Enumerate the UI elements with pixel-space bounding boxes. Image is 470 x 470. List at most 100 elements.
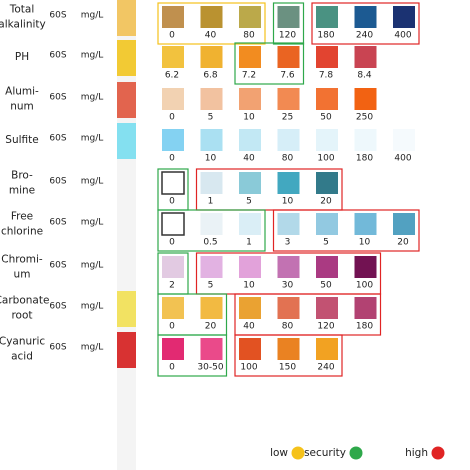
parameter-name: Carbonate <box>0 295 49 307</box>
level-group <box>234 334 343 377</box>
color-swatch <box>354 213 377 235</box>
parameter-name: root <box>11 310 32 322</box>
color-swatch <box>239 129 261 151</box>
swatch-label: 7.6 <box>280 71 295 81</box>
color-swatch <box>277 129 300 151</box>
unit: mg/L <box>81 343 104 353</box>
color-swatch <box>200 256 223 278</box>
color-swatch <box>277 46 300 68</box>
unit: mg/L <box>81 177 104 187</box>
color-swatch <box>239 172 261 194</box>
parameter-name: PH <box>15 51 29 63</box>
swatch-label: 6.8 <box>203 71 218 81</box>
color-swatch <box>200 46 223 68</box>
swatch-label: 10 <box>205 154 217 164</box>
color-swatch <box>316 256 338 278</box>
strip-pad <box>117 166 136 202</box>
color-swatch <box>161 171 185 195</box>
color-swatch <box>277 88 300 110</box>
swatch-label: 7.2 <box>242 71 256 81</box>
swatch-label: 150 <box>279 363 296 373</box>
swatch-label: 180 <box>356 154 373 164</box>
legend-dot <box>431 446 445 460</box>
swatch-label: 10 <box>243 113 255 123</box>
test-time: 60S <box>49 51 66 61</box>
color-swatch <box>277 172 300 194</box>
swatch-label: 50 <box>320 281 332 291</box>
strip-pad <box>117 250 136 286</box>
level-group <box>195 168 343 211</box>
color-swatch <box>162 297 184 319</box>
color-swatch <box>393 213 415 235</box>
color-swatch <box>393 6 415 28</box>
strip-pad <box>117 40 136 76</box>
parameter-name: Sulfite <box>5 134 38 146</box>
color-swatch <box>239 338 261 360</box>
parameter-name: Alumi- <box>5 86 39 98</box>
swatch-label: 5 <box>323 238 329 248</box>
unit: mg/L <box>81 302 104 312</box>
strip-pad <box>117 82 136 118</box>
swatch-label: 10 <box>282 197 294 207</box>
parameter-name: acid <box>11 351 33 363</box>
swatch-label: 20 <box>205 322 217 332</box>
unit: mg/L <box>81 11 104 21</box>
swatch-label: 0 <box>169 31 175 41</box>
color-swatch <box>200 129 223 151</box>
parameter-name: um <box>14 269 31 281</box>
swatch-label: 100 <box>240 363 257 373</box>
swatch-label: 0 <box>169 363 175 373</box>
color-swatch <box>200 213 223 235</box>
color-swatch <box>200 6 223 28</box>
test-time: 60S <box>49 177 66 187</box>
parameter-name: alkalinity <box>0 19 46 31</box>
test-time: 60S <box>49 93 66 103</box>
swatch-label: 20 <box>397 238 409 248</box>
swatch-label: 3 <box>285 238 291 248</box>
color-swatch <box>239 256 261 278</box>
legend-dot <box>349 446 363 460</box>
swatch-label: 180 <box>356 322 373 332</box>
color-swatch <box>162 6 184 28</box>
parameter-name: Cyanuric <box>0 336 45 348</box>
swatch-label: 20 <box>320 197 332 207</box>
legend-label: low <box>270 447 288 459</box>
parameter-name: Chromi- <box>1 254 43 266</box>
color-swatch <box>239 46 261 68</box>
test-time: 60S <box>49 261 66 271</box>
level-group <box>272 209 420 252</box>
swatch-label: 120 <box>279 31 296 41</box>
swatch-label: 5 <box>246 197 252 207</box>
swatch-label: 250 <box>356 113 373 123</box>
swatch-label: 40 <box>243 154 255 164</box>
color-swatch <box>200 88 223 110</box>
color-swatch <box>200 297 223 319</box>
swatch-label: 400 <box>394 31 411 41</box>
color-swatch <box>162 338 184 360</box>
color-swatch <box>316 129 338 151</box>
swatch-label: 40 <box>205 31 217 41</box>
swatch-label: 80 <box>282 322 294 332</box>
swatch-label: 5 <box>208 113 214 123</box>
color-swatch <box>316 338 338 360</box>
swatch-label: 10 <box>359 238 371 248</box>
strip-pad <box>117 207 136 243</box>
color-swatch <box>316 172 338 194</box>
color-swatch <box>239 6 261 28</box>
color-swatch <box>162 88 184 110</box>
color-swatch <box>239 88 261 110</box>
swatch-label: 50 <box>320 113 332 123</box>
color-swatch <box>354 6 377 28</box>
color-swatch <box>200 172 223 194</box>
test-time: 60S <box>49 302 66 312</box>
strip-pad <box>117 332 136 368</box>
swatch-label: 40 <box>243 322 255 332</box>
color-swatch <box>354 88 377 110</box>
swatch-label: 30-50 <box>197 363 223 373</box>
color-swatch <box>277 256 300 278</box>
color-swatch <box>200 338 223 360</box>
color-swatch <box>239 297 261 319</box>
swatch-label: 80 <box>282 154 294 164</box>
unit: mg/L <box>81 93 104 103</box>
